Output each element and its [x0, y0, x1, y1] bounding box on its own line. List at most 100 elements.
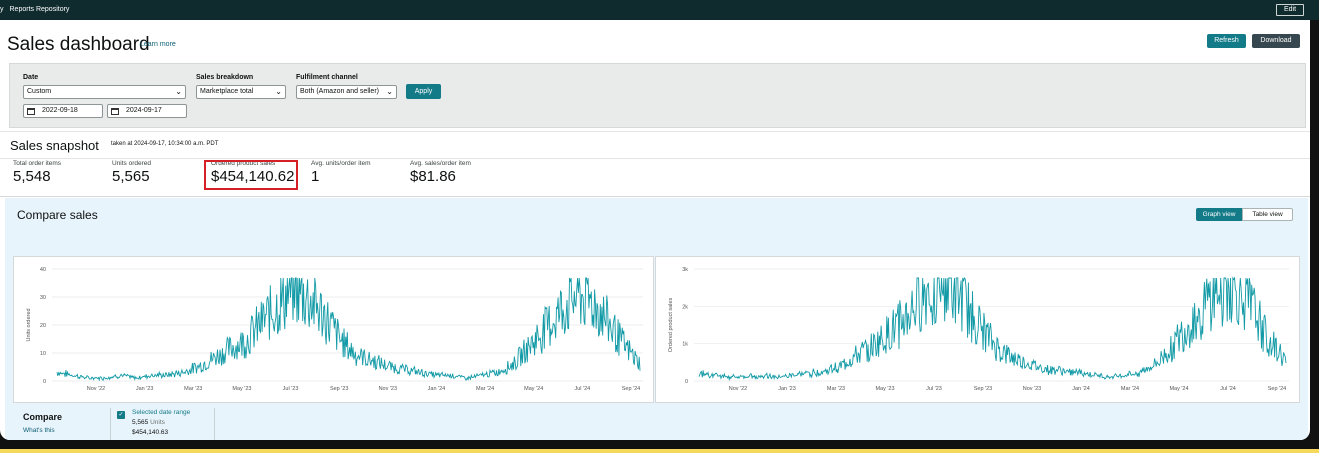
x-tick-label: Sep '24: [622, 386, 640, 392]
calendar-icon: [27, 108, 35, 115]
y-tick-label: 2k: [682, 304, 688, 310]
start-date-field[interactable]: 2022-09-18: [23, 104, 103, 118]
top-nav-menu: y Reports Repository: [0, 6, 69, 13]
metric-avg-sales-per-order-item: Avg. sales/order item $81.86: [410, 160, 471, 185]
units-chart-box: 0 10 20 30 40 Units ordered Nov '22 Jan '23 Mar …: [13, 256, 654, 403]
selected-range-label: Selected date range: [132, 409, 191, 416]
x-tick-label: Jan '24: [428, 386, 446, 392]
metric-ordered-product-sales: Ordered product sales $454,140.62: [211, 160, 294, 185]
metric-value: 5,565: [112, 168, 150, 185]
snapshot-title: Sales snapshot: [10, 138, 99, 153]
sales-chart-box: 0 1k 2k 3k Ordered product sales Nov '22 Jan '…: [655, 256, 1300, 403]
table-view-button[interactable]: Table view: [1242, 208, 1293, 221]
metric-value: $81.86: [410, 168, 456, 185]
y-tick-label: 20: [40, 323, 46, 329]
metric-value: 5,548: [13, 168, 51, 185]
metric-label: Avg. units/order item: [311, 160, 371, 167]
y-tick-label: 0: [685, 379, 688, 385]
x-tick-label: Nov '23: [1023, 386, 1041, 392]
x-tick-label: May '23: [875, 386, 894, 392]
units-label: Units: [150, 419, 165, 426]
x-tick-label: Mar '24: [1121, 386, 1139, 392]
compare-units: 5,565 Units: [132, 419, 165, 426]
date-preset-select[interactable]: Custom ⌄: [23, 85, 186, 99]
x-tick-label: Jan '23: [136, 386, 154, 392]
learn-more-link[interactable]: Learn more: [140, 41, 176, 48]
y-tick-label: 1k: [682, 342, 688, 348]
end-date-field[interactable]: 2024-09-17: [107, 104, 187, 118]
chevron-down-icon: ⌄: [275, 87, 282, 96]
date-preset-value: Custom: [27, 88, 52, 95]
nav-item-reports-repository[interactable]: Reports Repository: [9, 6, 70, 13]
compare-sales-section: Compare sales Graph view Table view 0 10 2…: [5, 198, 1308, 440]
x-tick-label: Sep '23: [974, 386, 992, 392]
sales-breakdown-select[interactable]: Marketplace total ⌄: [196, 85, 286, 99]
x-tick-label: Jan '23: [778, 386, 796, 392]
edit-button[interactable]: Edit: [1276, 4, 1304, 16]
snapshot-metrics: Total order items 5,548 Units ordered 5,…: [0, 160, 1310, 197]
sales-snapshot-header: Sales snapshot taken at 2024-09-17, 10:3…: [0, 131, 1310, 159]
metric-avg-units-per-order-item: Avg. units/order item 1: [311, 160, 371, 185]
metric-label: Total order items: [13, 160, 62, 167]
whats-this-link[interactable]: What's this: [23, 427, 55, 434]
nav-item-partial[interactable]: y: [0, 6, 4, 13]
x-tick-label: Sep '23: [330, 386, 348, 392]
selected-range-checkbox[interactable]: ✓: [117, 411, 125, 419]
x-tick-label: May '23: [232, 386, 251, 392]
x-tick-label: Nov '22: [87, 386, 105, 392]
y-tick-label: 40: [40, 267, 46, 273]
x-tick-label: Mar '23: [827, 386, 845, 392]
compare-footer: Compare What's this ✓ Selected date rang…: [13, 408, 1303, 440]
snapshot-timestamp: taken at 2024-09-17, 10:34:00 a.m. PDT: [111, 141, 219, 147]
ordered-product-sales-chart: 0 1k 2k 3k Ordered product sales Nov '22 Jan '…: [668, 267, 1289, 392]
compare-footer-title: Compare: [23, 412, 63, 422]
fulfilment-channel-label: Fulfilment channel: [296, 74, 358, 81]
graph-view-button[interactable]: Graph view: [1196, 208, 1242, 221]
metric-value: 1: [311, 168, 320, 185]
compare-sales-value: $454,140.63: [132, 429, 169, 436]
date-label: Date: [23, 74, 39, 81]
y-tick-label: 10: [40, 351, 46, 357]
metric-label: Avg. sales/order item: [410, 160, 471, 167]
fulfilment-channel-select[interactable]: Both (Amazon and seller) ⌄: [296, 85, 397, 99]
top-nav-bar: y Reports Repository Edit: [0, 0, 1319, 20]
metric-value: $454,140.62: [211, 168, 295, 185]
y-axis-label: Units ordered: [26, 308, 32, 341]
y-axis-label: Ordered product sales: [668, 298, 674, 353]
x-tick-label: Jul '23: [283, 386, 299, 392]
x-tick-label: Jul '24: [574, 386, 590, 392]
y-tick-label: 3k: [682, 267, 688, 273]
bottom-highlight-strip: [0, 449, 1319, 453]
fulfilment-channel-value: Both (Amazon and seller): [300, 88, 379, 95]
x-tick-label: Mar '23: [184, 386, 202, 392]
dashboard-panel: Sales dashboard Learn more Refresh Downl…: [0, 20, 1310, 440]
apply-button[interactable]: Apply: [406, 84, 441, 99]
x-tick-label: May '24: [1169, 386, 1188, 392]
metric-units-ordered: Units ordered 5,565: [112, 160, 151, 185]
chevron-down-icon: ⌄: [386, 87, 393, 96]
x-tick-label: Jan '24: [1072, 386, 1090, 392]
highlight-box: [204, 160, 298, 190]
divider: [214, 408, 215, 440]
end-date-value: 2024-09-17: [126, 107, 162, 114]
x-tick-label: Nov '22: [729, 386, 747, 392]
download-button[interactable]: Download: [1252, 34, 1300, 48]
start-date-value: 2022-09-18: [42, 107, 78, 114]
series-line: [56, 277, 641, 382]
refresh-button[interactable]: Refresh: [1207, 34, 1246, 48]
x-tick-label: Jul '24: [1220, 386, 1236, 392]
x-tick-label: Nov '23: [379, 386, 397, 392]
units-value: 5,565: [132, 419, 149, 426]
x-tick-label: Mar '24: [476, 386, 494, 392]
sales-breakdown-label: Sales breakdown: [196, 74, 254, 81]
x-tick-label: Sep '24: [1268, 386, 1286, 392]
metric-label: Units ordered: [112, 160, 152, 167]
chevron-down-icon: ⌄: [175, 87, 182, 96]
y-tick-label: 0: [43, 379, 46, 385]
divider: [110, 408, 111, 440]
y-tick-label: 30: [40, 295, 46, 301]
sales-breakdown-value: Marketplace total: [200, 88, 254, 95]
x-tick-label: Jul '23: [926, 386, 942, 392]
metric-label: Ordered product sales: [211, 160, 276, 167]
filter-bar: Date Custom ⌄ 2022-09-18 2024-09-17 Sale…: [9, 63, 1306, 128]
